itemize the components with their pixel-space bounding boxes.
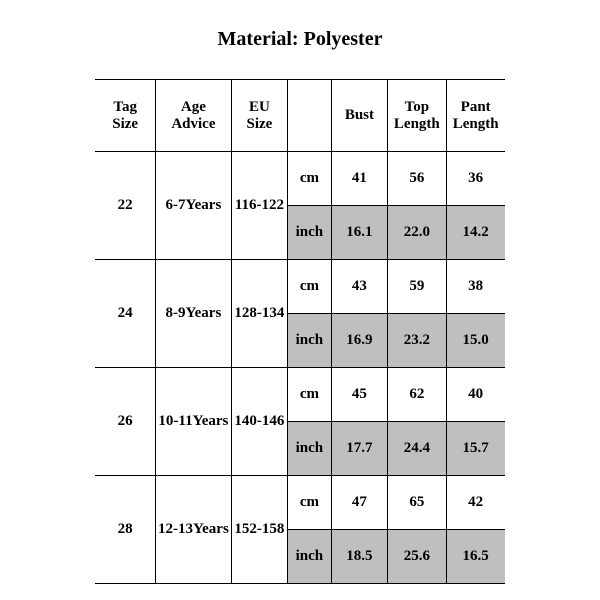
- cell-eu: 152-158: [231, 476, 287, 584]
- cell-top-cm: 56: [387, 152, 446, 206]
- cell-unit-cm: cm: [287, 476, 331, 530]
- table-row: 24 8-9Years 128-134 cm 43 59 38: [95, 260, 504, 314]
- table-row: 22 6-7Years 116-122 cm 41 56 36: [95, 152, 504, 206]
- cell-pant-cm: 38: [446, 260, 504, 314]
- cell-top-cm: 62: [387, 368, 446, 422]
- col-header-unit: [287, 80, 331, 152]
- cell-tag: 26: [95, 368, 155, 476]
- cell-eu: 116-122: [231, 152, 287, 260]
- size-chart-page: Material: Polyester Tag Size Age Advice …: [0, 0, 600, 600]
- cell-pant-cm: 42: [446, 476, 504, 530]
- table-header-row: Tag Size Age Advice EU Size Bust Top Len…: [95, 80, 504, 152]
- cell-top-inch: 23.2: [387, 314, 446, 368]
- cell-pant-inch: 15.0: [446, 314, 504, 368]
- cell-unit-inch: inch: [287, 422, 331, 476]
- col-header-top: Top Length: [387, 80, 446, 152]
- cell-unit-cm: cm: [287, 152, 331, 206]
- cell-top-inch: 24.4: [387, 422, 446, 476]
- cell-pant-inch: 15.7: [446, 422, 504, 476]
- cell-bust-inch: 16.9: [331, 314, 387, 368]
- cell-pant-inch: 14.2: [446, 206, 504, 260]
- cell-unit-cm: cm: [287, 260, 331, 314]
- col-header-bust: Bust: [331, 80, 387, 152]
- cell-age: 12-13Years: [155, 476, 231, 584]
- cell-tag: 28: [95, 476, 155, 584]
- cell-eu: 128-134: [231, 260, 287, 368]
- cell-bust-inch: 17.7: [331, 422, 387, 476]
- cell-bust-inch: 18.5: [331, 530, 387, 584]
- cell-unit-inch: inch: [287, 314, 331, 368]
- table-row: 26 10-11Years 140-146 cm 45 62 40: [95, 368, 504, 422]
- col-header-pant: Pant Length: [446, 80, 504, 152]
- cell-age: 10-11Years: [155, 368, 231, 476]
- cell-bust-inch: 16.1: [331, 206, 387, 260]
- col-header-tag: Tag Size: [95, 80, 155, 152]
- cell-age: 8-9Years: [155, 260, 231, 368]
- cell-pant-cm: 40: [446, 368, 504, 422]
- cell-age: 6-7Years: [155, 152, 231, 260]
- size-table: Tag Size Age Advice EU Size Bust Top Len…: [95, 79, 504, 584]
- cell-bust-cm: 45: [331, 368, 387, 422]
- cell-unit-inch: inch: [287, 206, 331, 260]
- cell-bust-cm: 47: [331, 476, 387, 530]
- cell-top-cm: 65: [387, 476, 446, 530]
- col-header-eu: EU Size: [231, 80, 287, 152]
- cell-pant-cm: 36: [446, 152, 504, 206]
- cell-tag: 24: [95, 260, 155, 368]
- cell-top-cm: 59: [387, 260, 446, 314]
- col-header-age: Age Advice: [155, 80, 231, 152]
- cell-top-inch: 22.0: [387, 206, 446, 260]
- cell-top-inch: 25.6: [387, 530, 446, 584]
- cell-unit-inch: inch: [287, 530, 331, 584]
- cell-bust-cm: 43: [331, 260, 387, 314]
- cell-unit-cm: cm: [287, 368, 331, 422]
- cell-bust-cm: 41: [331, 152, 387, 206]
- cell-eu: 140-146: [231, 368, 287, 476]
- cell-pant-inch: 16.5: [446, 530, 504, 584]
- cell-tag: 22: [95, 152, 155, 260]
- table-row: 28 12-13Years 152-158 cm 47 65 42: [95, 476, 504, 530]
- page-title: Material: Polyester: [0, 28, 600, 51]
- table-body: 22 6-7Years 116-122 cm 41 56 36 inch 16.…: [95, 152, 504, 584]
